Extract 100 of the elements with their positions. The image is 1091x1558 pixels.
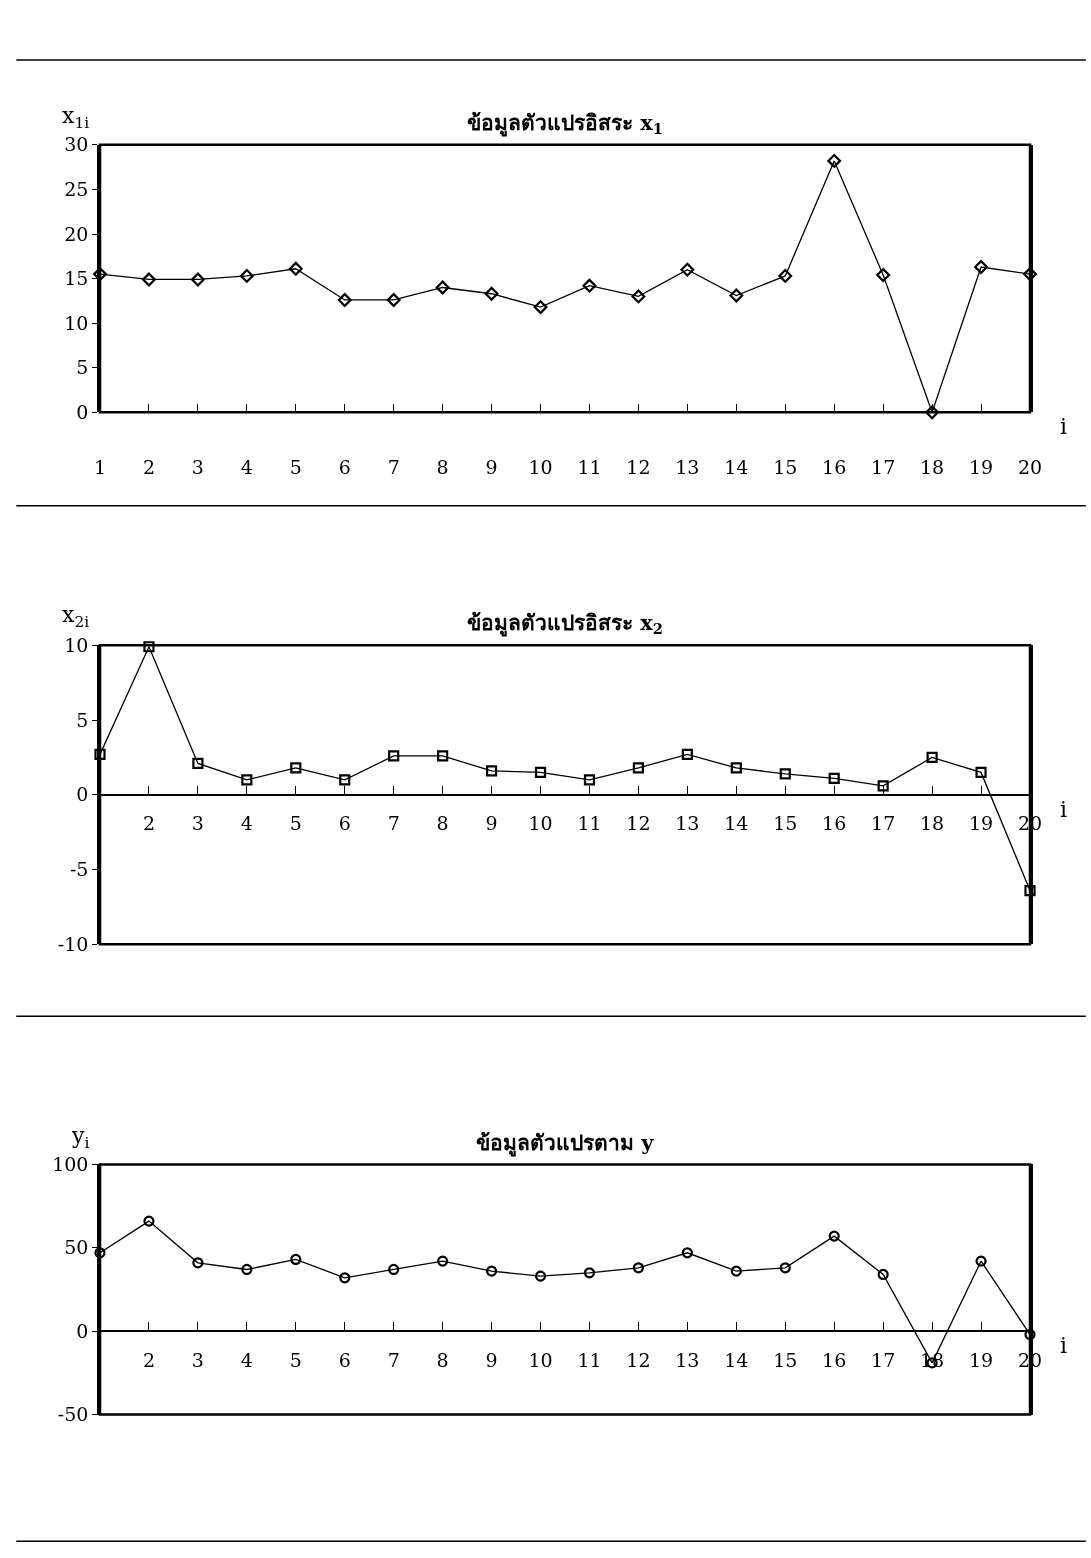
point — [94, 748, 106, 761]
point — [485, 1265, 498, 1277]
x-tick-label: 17 — [871, 812, 896, 835]
y-tick-label: 25 — [64, 178, 89, 201]
x-tick-label: 14 — [724, 812, 749, 835]
point — [143, 1215, 155, 1227]
x-axis-title: i — [1060, 414, 1068, 439]
point — [339, 774, 351, 786]
x-tick-label: 5 — [289, 455, 302, 478]
point — [386, 293, 401, 307]
point — [534, 766, 547, 778]
x-tick-label: 1 — [93, 455, 107, 478]
point — [190, 272, 205, 287]
x-tick-label: 19 — [968, 812, 994, 835]
y-tick-label: -10 — [57, 933, 89, 956]
point — [437, 750, 449, 762]
x-tick-label: 7 — [387, 1348, 400, 1371]
point — [143, 641, 155, 653]
point — [388, 750, 400, 762]
x-tick-label: 3 — [191, 1348, 204, 1371]
x-tick-label: 13 — [675, 455, 700, 478]
point — [877, 1268, 889, 1281]
point — [290, 762, 302, 774]
point — [828, 1230, 840, 1242]
x-tick-label: 2 — [142, 1348, 155, 1371]
point — [142, 272, 156, 287]
y-tick-label: 0 — [76, 400, 89, 423]
y-tick-label: 15 — [64, 267, 89, 290]
x-tick-label: 12 — [626, 812, 651, 835]
x-tick-label: 2 — [142, 812, 155, 835]
point — [632, 762, 645, 774]
y-tick-label: 20 — [64, 222, 89, 245]
x-tick-label: 2 — [142, 455, 155, 478]
point — [974, 260, 988, 274]
x-tick-label: 20 — [1017, 455, 1043, 478]
x-tick-label: 10 — [528, 1348, 553, 1371]
x-tick-label: 16 — [822, 1348, 847, 1371]
x-tick-label: 15 — [773, 1348, 798, 1371]
x-tick-label: 3 — [191, 812, 204, 835]
y-axis-title: y$_{i}$ — [71, 1123, 90, 1152]
x-tick-label: 16 — [822, 455, 847, 478]
x-tick-label: 3 — [191, 455, 204, 478]
point — [484, 286, 499, 301]
y-tick-label: 5 — [76, 356, 89, 379]
x-tick-label: 9 — [485, 812, 498, 835]
y-axis-title: x$_{1i}$ — [62, 103, 90, 132]
x-tick-label: 5 — [289, 812, 302, 835]
y-tick-label: 10 — [64, 633, 89, 656]
point — [876, 268, 891, 282]
chart-title: ข้อมูลตัวแปรอิสระ x$_{2}$ — [467, 610, 664, 638]
point — [533, 300, 548, 315]
y-axis-title: x$_{2i}$ — [62, 602, 90, 631]
x-tick-label: 14 — [724, 1348, 749, 1371]
x-axis-title: i — [1060, 1333, 1068, 1358]
point — [681, 1247, 693, 1259]
point — [632, 1262, 645, 1274]
x-tick-label: 4 — [240, 812, 253, 835]
point — [290, 1253, 302, 1266]
point — [779, 1262, 791, 1274]
point — [975, 766, 987, 778]
y-tick-label: 100 — [52, 1153, 89, 1176]
x-tick-label: 9 — [485, 455, 498, 478]
x-tick-label: 12 — [626, 455, 651, 478]
x-axis-title: i — [1060, 797, 1068, 822]
x-tick-label: 13 — [675, 812, 700, 835]
x-tick-label: 8 — [436, 455, 449, 478]
x-tick-label: 12 — [626, 1348, 651, 1371]
x-tick-label: 6 — [338, 1348, 351, 1371]
point — [828, 772, 840, 784]
x-tick-label: 11 — [577, 1348, 602, 1371]
point — [1023, 267, 1037, 282]
y-tick-label: -50 — [57, 1403, 89, 1426]
point — [435, 280, 450, 295]
point — [388, 1263, 400, 1276]
point — [1024, 884, 1036, 897]
y-tick-label: 30 — [64, 133, 89, 156]
x-tick-label: 19 — [968, 455, 994, 478]
point — [681, 748, 693, 761]
point — [241, 774, 253, 786]
x-tick-label: 17 — [871, 455, 896, 478]
point — [93, 267, 107, 282]
y-tick-label: -5 — [69, 858, 89, 881]
x-tick-label: 10 — [528, 455, 553, 478]
x-tick-label: 19 — [968, 1348, 994, 1371]
y-tick-label: 10 — [64, 311, 89, 334]
x-tick-label: 16 — [822, 812, 847, 835]
point — [778, 268, 793, 283]
x-tick-label: 9 — [485, 1348, 498, 1371]
x-tick-label: 7 — [387, 455, 400, 478]
point — [339, 1272, 351, 1284]
x-tick-label: 11 — [577, 455, 602, 478]
point — [730, 1265, 742, 1277]
point — [337, 293, 352, 307]
point — [925, 405, 940, 420]
y-tick-label: 0 — [76, 783, 89, 806]
x-tick-label: 11 — [577, 812, 602, 835]
point — [729, 288, 744, 303]
x-tick-label: 8 — [436, 812, 449, 835]
point — [926, 751, 938, 764]
point — [631, 289, 646, 304]
